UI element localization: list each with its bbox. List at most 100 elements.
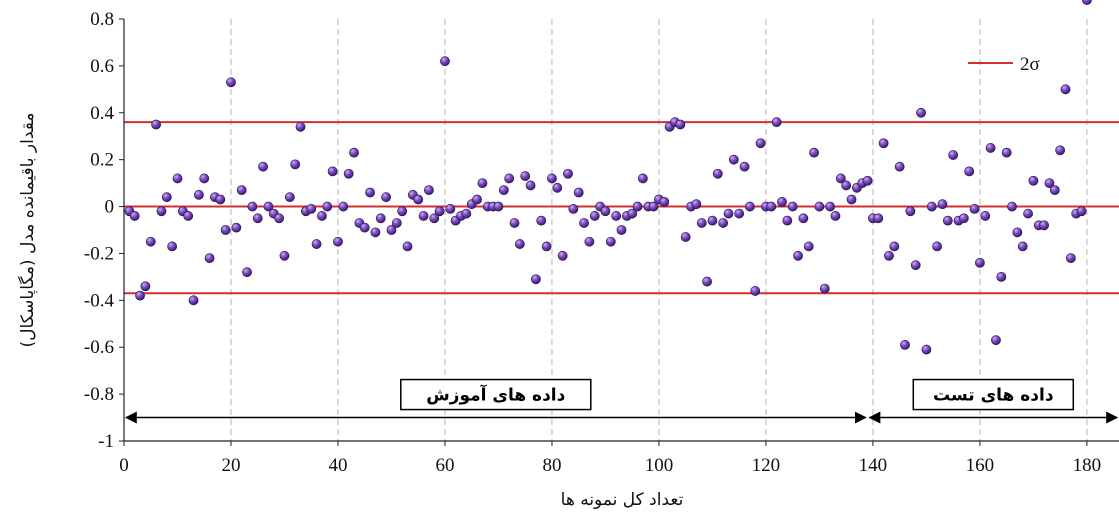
data-point: [311, 239, 322, 249]
data-point: [317, 211, 327, 221]
x-tick-label: 40: [328, 455, 347, 476]
data-point: [226, 77, 236, 88]
data-point: [183, 211, 194, 221]
data-point: [921, 344, 932, 355]
data-point: [557, 250, 568, 261]
x-tick-label: 80: [542, 455, 561, 476]
y-tick-label: -0.6: [84, 337, 114, 358]
data-point: [220, 225, 231, 235]
data-point: [199, 173, 210, 184]
y-tick-label: 0.2: [90, 150, 114, 171]
x-tick-label: 140: [859, 455, 888, 476]
x-tick-label: 100: [645, 455, 674, 476]
data-point: [440, 56, 450, 67]
data-point: [370, 227, 381, 238]
data-point: [803, 241, 814, 252]
data-point: [1012, 227, 1023, 238]
x-axis-title: تعداد کل نمونه ها: [561, 490, 684, 510]
data-point: [279, 250, 290, 261]
y-tick-label: -0.2: [84, 243, 114, 264]
x-tick-label: 20: [221, 455, 240, 476]
data-point: [584, 236, 595, 247]
data-point: [290, 159, 301, 170]
y-tick-label: 0.4: [90, 103, 114, 124]
data-point: [1065, 253, 1076, 264]
data-point: [381, 192, 392, 203]
data-point: [1055, 145, 1066, 156]
x-ticks: 0 20 40 60 80 100 120 140 160 180: [119, 441, 1101, 476]
data-point: [782, 215, 793, 226]
data-point: [1082, 0, 1092, 5]
data-point: [916, 107, 926, 118]
data-point: [429, 213, 440, 224]
data-point: [702, 276, 712, 287]
reference-lines: [124, 121, 1119, 295]
data-point: [691, 199, 702, 210]
data-point: [579, 218, 589, 228]
data-point: [835, 173, 846, 184]
data-point: [397, 206, 408, 217]
data-point: [333, 236, 343, 247]
data-point: [1023, 208, 1033, 219]
data-point: [873, 213, 884, 224]
data-point: [284, 192, 295, 203]
data-point: [900, 339, 910, 350]
region-box-1: [912, 378, 1075, 411]
data-point: [531, 274, 541, 285]
data-point: [932, 241, 943, 252]
data-point: [520, 171, 531, 181]
data-point: [306, 203, 317, 214]
y-axis-title: مقدار باقیمانده مدل (مگاپاسکال): [17, 113, 38, 348]
region-box-0: [400, 378, 592, 411]
data-point: [718, 218, 729, 228]
data-point: [1001, 147, 1012, 158]
y-ticks: 0.8 0.6 0.4 0.2 0 -0.2 -0.4 -0.6 -0.8 -1: [84, 9, 124, 452]
data-point: [825, 201, 836, 212]
data-point: [188, 295, 199, 306]
data-point: [445, 203, 456, 214]
data-point: [386, 225, 397, 235]
data-point: [589, 211, 600, 221]
legend: 2σ: [968, 54, 1040, 75]
data-point: [819, 283, 830, 294]
data-point: [242, 267, 252, 278]
data-point: [568, 203, 579, 214]
data-point: [985, 143, 996, 153]
data-point: [814, 201, 825, 212]
x-tick-label: 0: [119, 455, 129, 476]
vertical-grid-lines: [230, 19, 1088, 441]
data-point: [766, 201, 777, 212]
data-point: [980, 211, 991, 221]
data-point: [616, 225, 627, 235]
data-point: [744, 201, 755, 212]
data-point: [231, 222, 242, 233]
data-point: [739, 161, 750, 172]
data-point: [969, 203, 980, 214]
data-point: [424, 185, 434, 196]
data-point: [418, 211, 429, 221]
data-point: [948, 150, 959, 160]
data-point: [161, 192, 172, 203]
data-point: [1076, 206, 1087, 217]
data-point: [359, 222, 370, 233]
data-point: [204, 253, 215, 264]
data-point: [841, 180, 852, 191]
data-point: [755, 138, 766, 149]
data-point: [712, 168, 723, 179]
data-point: [322, 201, 333, 212]
region-label-0: داده های آموزش: [426, 384, 565, 406]
data-point: [172, 173, 183, 184]
legend-label: 2σ: [1020, 54, 1040, 75]
data-point: [798, 213, 809, 224]
data-point: [707, 215, 718, 226]
data-point: [846, 194, 857, 205]
data-point: [295, 121, 306, 132]
y-tick-label: 0.6: [90, 56, 114, 77]
data-point: [498, 185, 509, 196]
data-point: [975, 257, 985, 268]
scatter-points: [124, 0, 1092, 355]
data-point: [327, 166, 338, 177]
data-point: [830, 211, 841, 221]
data-point: [504, 173, 515, 184]
